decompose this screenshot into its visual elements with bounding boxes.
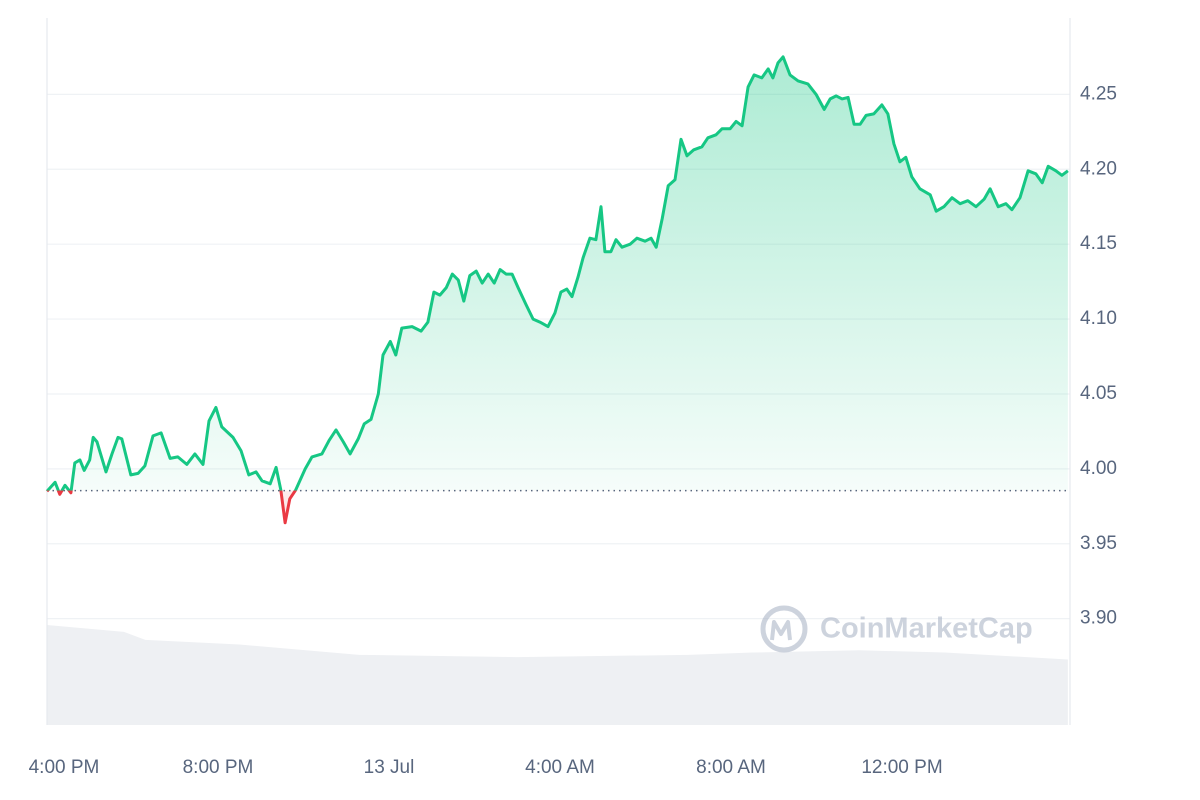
plot-layer: 3.90 3.95 4.00 4.05 4.10 4.15 4.20 4.25 4:00 PM 8… [29, 55, 1117, 778]
y-tick-label: 3.90 [1080, 608, 1117, 629]
y-tick-label: 4.25 [1080, 83, 1117, 104]
watermark-logo [760, 605, 808, 653]
x-tick-label: 8:00 AM [696, 757, 766, 778]
price-line [45, 55, 1069, 525]
watermark-text: CoinMarketCap [820, 613, 1033, 645]
x-tick-label: 8:00 PM [183, 757, 254, 778]
volume-area [47, 624, 1068, 725]
y-tick-label: 4.00 [1080, 458, 1117, 479]
x-tick-label: 12:00 PM [861, 757, 942, 778]
volume-layer [47, 624, 1068, 725]
watermark-logo-mark [770, 620, 792, 641]
y-tick-label: 3.95 [1080, 533, 1117, 554]
y-tick-label: 4.05 [1080, 383, 1117, 404]
x-tick-label: 13 Jul [364, 757, 415, 778]
price-area [47, 56, 1068, 523]
watermark: CoinMarketCap [760, 605, 1033, 653]
y-tick-label: 4.10 [1080, 308, 1117, 329]
x-tick-label: 4:00 AM [525, 757, 595, 778]
y-tick-label: 4.20 [1080, 158, 1117, 179]
y-tick-label: 4.15 [1080, 233, 1117, 254]
x-tick-label: 4:00 PM [29, 757, 100, 778]
